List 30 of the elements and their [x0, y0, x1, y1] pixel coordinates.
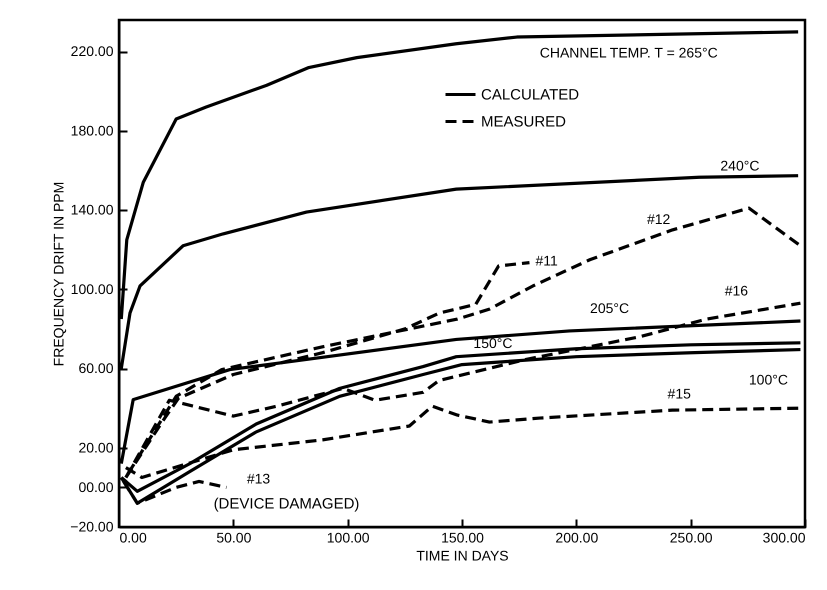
series-label: 205°C	[590, 300, 630, 316]
y-tick-label: 220.00	[70, 43, 114, 60]
x-tick-label: 150.00	[441, 530, 484, 546]
y-axis-title: FREQUENCY DRIFT IN PPM	[50, 182, 66, 366]
x-tick-label: 200.00	[555, 530, 598, 546]
annotation: CALCULATED	[481, 86, 580, 104]
y-tick-label: −20.00	[70, 518, 114, 534]
annotation: (DEVICE DAMAGED)	[214, 495, 360, 512]
y-tick-label: 00.00	[78, 478, 114, 495]
x-tick-label: 50.00	[216, 530, 252, 546]
series-label: #13	[246, 470, 270, 486]
series-label: 240°C	[720, 158, 760, 174]
y-tick-label: 60.00	[78, 360, 114, 376]
x-tick-label: 250.00	[670, 530, 713, 546]
series-label: #15	[668, 385, 692, 402]
x-tick-label: 0.00	[120, 530, 147, 546]
x-axis-title: TIME IN DAYS	[416, 548, 509, 564]
y-tick-label: 100.00	[70, 280, 114, 297]
series-label: #16	[724, 282, 748, 298]
y-tick-label: 180.00	[70, 122, 114, 138]
x-tick-label: 300.00	[762, 530, 806, 546]
y-tick-label: 140.00	[70, 202, 114, 218]
series-label: 100°C	[748, 371, 788, 388]
series-label: #11	[535, 252, 558, 269]
x-tick-label: 100.00	[326, 530, 370, 546]
y-tick-label: 20.00	[78, 439, 114, 456]
series-label: #12	[646, 211, 671, 228]
annotation: MEASURED	[481, 114, 566, 130]
series-label: 150°C	[473, 334, 513, 351]
series-label: CHANNEL TEMP. T = 265°C	[540, 44, 718, 61]
